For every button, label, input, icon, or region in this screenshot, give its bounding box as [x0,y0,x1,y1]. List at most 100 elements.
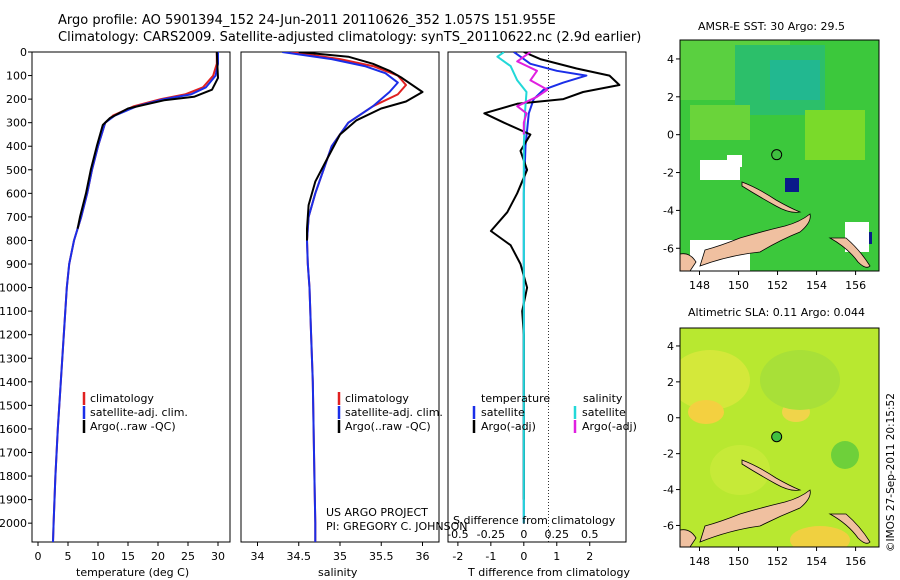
sla-field-patch [831,441,859,469]
x-tick-label: 30 [211,550,225,563]
temperature-x-axis: 0 5 10 15 20 25 30 [35,542,225,563]
header-line-2: Climatology: CARS2009. Satellite-adjuste… [58,30,641,45]
legend-temperature-title: temperature [481,392,550,405]
map-y-tick-label: -4 [663,484,674,497]
sst-cold-pixel [785,178,799,192]
sst-argo-marker [771,149,783,161]
sst-land-new-guinea [680,253,697,271]
map-y-tick-label: 4 [667,53,674,66]
sla-field-patch [710,445,770,495]
sla-land-new-ireland [741,459,802,491]
map-y-tick-label: 4 [667,340,674,353]
sst-land-new-britain [699,213,811,267]
sla-map-ticks: 148 150 152 154 156 4 2 0 -2 -4 -6 [663,340,866,568]
x-tick-label: -2 [452,550,463,563]
depth-tick-label: 600 [6,187,27,200]
depth-tick-label: 700 [6,211,27,224]
temperature-axes [31,51,231,543]
sla-map-title: Altimetric SLA: 0.11 Argo: 0.044 [688,306,865,319]
x-tick-label: 10 [91,550,105,563]
legend-s-argo: Argo(-adj) [582,420,637,433]
series-line-climatology [290,52,407,542]
legend-t-argo: Argo(-adj) [481,420,536,433]
legend-argo: Argo(..raw -QC) [345,420,431,433]
difference-legend: temperature satellite Argo(-adj) salinit… [472,392,637,433]
sla-field-patch [760,350,840,410]
x-tick-label: 2 [586,550,593,563]
series-line-argo-raw-qc- [76,52,219,229]
depth-tick-label: 1000 [0,282,27,295]
s-tick-label: 0 [520,528,527,541]
map-x-tick-label: 148 [689,279,710,292]
x-tick-label: 0 [35,550,42,563]
depth-tick-label: 1900 [0,494,27,507]
depth-tick-label: 200 [6,93,27,106]
map-y-tick-label: -6 [663,519,674,532]
x-tick-label: 36 [416,550,430,563]
salinity-series [282,52,424,542]
difference-x-axis: -2 -1 0 1 2 -0.5 -0.25 0 0.25 0.5 [447,528,598,563]
temperature-legend: climatology satellite-adj. clim. Argo(..… [82,392,188,433]
x-tick-label: 5 [65,550,72,563]
map-x-tick-label: 152 [767,279,788,292]
sst-field-patch [770,60,820,100]
sla-map-field [680,328,879,547]
temperature-series [52,52,219,542]
x-tick-label: -1 [485,550,496,563]
map-x-tick-label: 156 [845,555,866,568]
sst-land-new-ireland [741,181,802,213]
depth-tick-label: 900 [6,258,27,271]
s-tick-label: -0.5 [447,528,468,541]
s-tick-label: 0.25 [545,528,570,541]
map-x-tick-label: 156 [845,279,866,292]
series-line-s-argo-adj- [516,52,549,135]
sla-field-patch [680,350,750,410]
sst-field-patch [690,105,750,140]
legend-t-satellite: satellite [481,406,525,419]
legend-climatology: climatology [345,392,409,405]
map-y-tick-label: 0 [667,129,674,142]
x-tick-label: 0 [520,550,527,563]
depth-tick-label: 1400 [0,376,27,389]
legend-satellite-adj: satellite-adj. clim. [90,406,188,419]
depth-tick-label: 0 [20,46,27,59]
map-y-tick-label: -6 [663,242,674,255]
salinity-legend: climatology satellite-adj. clim. Argo(..… [337,392,443,433]
map-x-tick-label: 154 [806,555,827,568]
sla-field-patch [688,400,724,424]
map-x-tick-label: 150 [728,555,749,568]
sla-map-axes [679,327,880,548]
depth-tick-label: 1200 [0,329,27,342]
s-tick-label: 0.5 [581,528,599,541]
depth-tick-label: 100 [6,70,27,83]
depth-tick-label: 1100 [0,305,27,318]
series-line-s-satellite [496,52,528,524]
sst-missing-data [727,155,742,167]
salinity-axes [240,51,440,543]
depth-tick-label: 1500 [0,399,27,412]
depth-tick-label: 2000 [0,517,27,530]
sla-field-patch [790,526,850,547]
sst-map-title: AMSR-E SST: 30 Argo: 29.5 [698,20,845,33]
x-tick-label: 34.5 [287,550,312,563]
map-x-tick-label: 148 [689,555,710,568]
x-tick-label: 15 [121,550,135,563]
x-tick-label: 35.5 [369,550,394,563]
s-tick-label: -0.25 [477,528,505,541]
series-line-climatology [52,52,218,542]
sla-argo-marker [771,431,783,443]
map-y-tick-label: -2 [663,167,674,180]
difference-axes [447,51,627,543]
depth-tick-label: 800 [6,234,27,247]
difference-series [483,52,621,524]
sla-land-bougainville [828,513,871,544]
sla-land-new-guinea [680,529,697,547]
depth-tick-label: 1700 [0,446,27,459]
salinity-xlabel: salinity [318,566,358,579]
copyright-stamp: ©IMOS 27-Sep-2011 20:15:52 [885,393,897,552]
sst-map-axes [679,39,880,272]
header-line-1: Argo profile: AO 5901394_152 24-Jun-2011… [58,13,556,28]
project-pi: PI: GREGORY C. JOHNSON [326,520,467,533]
map-x-tick-label: 154 [806,279,827,292]
